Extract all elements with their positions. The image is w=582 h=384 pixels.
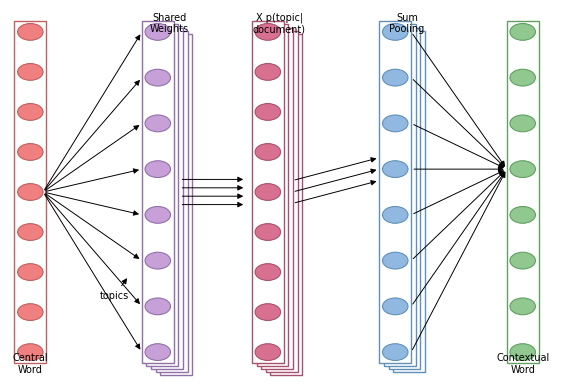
Circle shape [255,63,281,80]
Circle shape [382,161,408,177]
Circle shape [255,23,281,40]
Bar [151,28,183,369]
Text: Shared
Weights: Shared Weights [150,13,189,35]
Circle shape [255,184,281,200]
Circle shape [17,184,43,200]
Circle shape [145,23,171,40]
Circle shape [17,264,43,280]
Text: X p(topic|
document): X p(topic| document) [253,13,306,35]
Circle shape [510,298,535,315]
Circle shape [382,115,408,132]
Bar [147,25,178,366]
Circle shape [382,23,408,40]
Circle shape [382,207,408,223]
Text: Sum
Pooling: Sum Pooling [389,13,424,35]
Bar [507,22,538,362]
Circle shape [382,69,408,86]
Circle shape [510,23,535,40]
Circle shape [145,115,171,132]
Circle shape [17,63,43,80]
Text: topics: topics [100,279,129,301]
Circle shape [255,144,281,161]
Circle shape [17,144,43,161]
Bar [393,31,425,372]
Circle shape [510,252,535,269]
Bar [161,34,192,375]
Text: Central
Word: Central Word [13,353,48,375]
Circle shape [145,344,171,361]
Circle shape [510,161,535,177]
Bar [379,22,411,362]
Circle shape [145,161,171,177]
Circle shape [382,252,408,269]
Circle shape [255,344,281,361]
Circle shape [145,298,171,315]
Bar [252,22,284,362]
Bar [384,25,416,366]
Bar [261,28,293,369]
Bar [257,25,289,366]
Circle shape [255,223,281,240]
Text: Contextual
Word: Contextual Word [496,353,549,375]
Circle shape [255,104,281,120]
Circle shape [510,207,535,223]
Circle shape [145,69,171,86]
Circle shape [510,115,535,132]
Circle shape [382,298,408,315]
Circle shape [510,69,535,86]
Circle shape [17,223,43,240]
Bar [15,22,47,362]
Bar [156,31,187,372]
Circle shape [17,344,43,361]
Circle shape [145,207,171,223]
Circle shape [145,252,171,269]
Circle shape [17,304,43,321]
Circle shape [510,344,535,361]
Bar [271,34,302,375]
Circle shape [17,104,43,120]
Circle shape [255,264,281,280]
Bar [266,31,297,372]
Bar [142,22,173,362]
Circle shape [382,344,408,361]
Circle shape [255,304,281,321]
Bar [389,28,420,369]
Circle shape [17,23,43,40]
